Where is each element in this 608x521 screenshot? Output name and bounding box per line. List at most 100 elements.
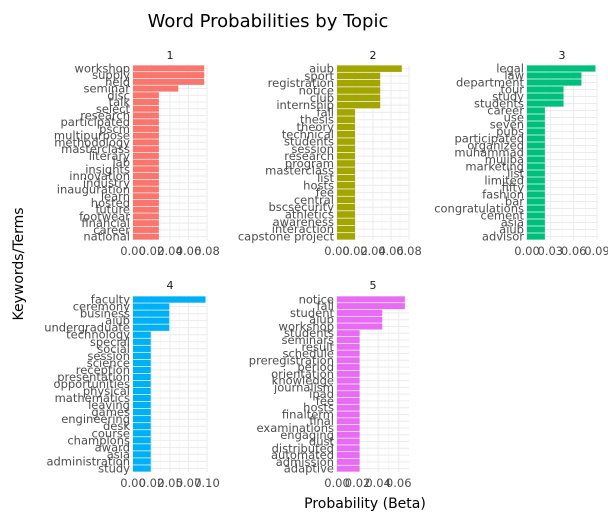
bar [337,174,355,182]
term-label: law [504,69,524,83]
x-tick-label: 0.06 [176,244,202,258]
term-label: talk [109,95,131,109]
bar [133,92,159,99]
bar [133,112,159,119]
term-label: select [96,102,131,116]
bar [133,98,159,106]
term-label: athletics [285,207,334,221]
bar [337,130,355,138]
bar [337,445,360,452]
facet-label: 3 [559,49,566,62]
term-label: future [95,203,130,217]
term-label: participated [60,115,130,129]
term-label: notice [299,292,334,306]
bar [133,152,159,159]
term-label: fashion [482,188,524,202]
term-label: seven [490,118,524,132]
bar [133,105,159,112]
term-label: hosts [303,401,334,415]
bar [337,404,360,411]
term-label: seminars [281,333,334,347]
bar [337,79,381,87]
bar [337,391,360,398]
term-label: advisor [482,230,524,244]
term-label: ipad [309,387,334,401]
x-tick-label: 0.06 [378,244,404,258]
term-label: journalism [273,380,334,394]
bar [527,184,545,191]
term-label: technology [66,328,130,342]
term-label: club [310,91,334,105]
bar [133,380,151,388]
bar [337,72,381,80]
term-label: session [87,349,130,363]
term-label: sport [304,69,334,83]
term-label: literary [89,149,130,163]
term-label: administration [46,454,130,468]
bar [133,166,159,173]
term-label: orientation [271,367,334,381]
bar [527,135,545,142]
bar [337,189,355,196]
x-tick-label: 0.00 [514,244,540,258]
facet-label: 5 [370,279,377,292]
x-tick-label: 0.00 [120,476,146,490]
x-tick-label: 0.04 [157,244,183,258]
facet-5: 5 noticefallstudentaiubworkshopstudentsse… [249,279,412,490]
term-label: workshop [279,319,334,333]
bar [133,345,151,352]
term-label: limited [484,174,524,188]
term-label: footwear [79,209,130,223]
x-tick-label: 0.08 [194,244,220,258]
term-label: mathematics [55,391,130,405]
term-label: aiub [105,314,130,328]
bar [133,226,159,233]
term-label: aiub [309,62,334,76]
bar [337,309,383,316]
x-tick-label: 0.10 [194,476,220,490]
term-label: distributed [272,441,334,455]
bar [337,87,381,94]
bar [133,416,151,423]
term-label: examinations [257,421,334,435]
bar [133,65,205,72]
bar [337,303,405,310]
term-label: hosted [91,196,130,210]
bar [133,139,159,146]
bar [337,101,381,109]
term-label: notice [299,84,334,98]
term-label: cement [481,209,525,223]
term-label: social [97,342,130,356]
term-label: fall [317,299,335,313]
term-label: reception [76,363,130,377]
term-label: thesis [300,113,334,127]
bar [133,206,159,213]
facet-panels: 1workshopsupplyheldseminardisctalkselect… [44,49,608,490]
bar [527,93,564,100]
bar [133,352,151,360]
term-label: aiub [309,313,334,327]
bar [337,424,360,432]
facet-label: 2 [370,49,377,62]
bar [133,387,151,395]
bar [133,331,151,338]
term-label: special [90,335,130,349]
bar [527,163,545,170]
bar [337,65,402,72]
bar [337,370,360,377]
bar [133,125,159,132]
term-label: opportunities [54,377,130,391]
term-label: supply [92,68,130,82]
term-label: adaptive [284,462,334,476]
chart-title: Word Probabilities by Topic [148,11,389,32]
term-label: dust [309,435,335,449]
bar [133,401,151,409]
term-label: legal [496,62,524,76]
term-label: masterclass [61,142,130,156]
term-label: muhammad [454,146,524,160]
term-label: career [93,223,130,237]
term-label: insights [85,162,130,176]
bar [133,408,151,416]
bar [133,173,159,180]
